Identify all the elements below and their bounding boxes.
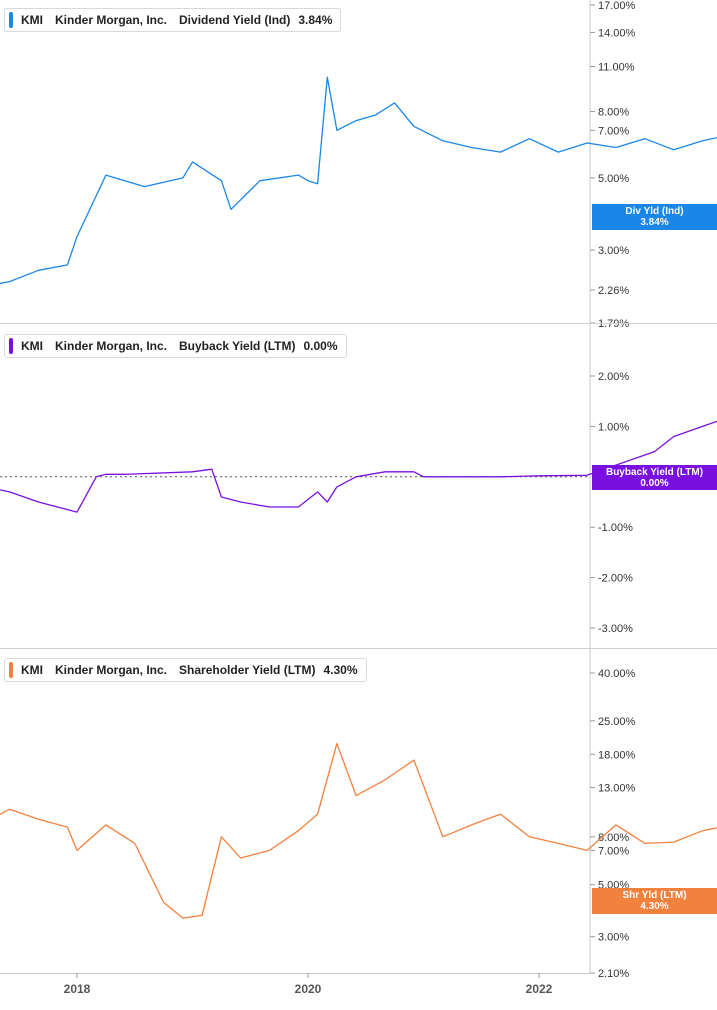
legend-shareholder: KMI Kinder Morgan, Inc. Shareholder Yiel…: [4, 658, 367, 682]
value-tag-dividend: Div Yld (Ind) 3.84%: [592, 204, 717, 230]
legend-symbol: KMI: [21, 339, 43, 353]
legend-company: Kinder Morgan, Inc.: [55, 13, 168, 27]
value-tag-value: 0.00%: [640, 477, 669, 489]
legend-metric: Dividend Yield (Ind): [179, 13, 291, 27]
legend-value: 3.84%: [298, 13, 333, 27]
legend-value: 4.30%: [323, 663, 358, 677]
series-line: [0, 76, 717, 285]
y-tick-label: 7.00%: [598, 845, 629, 857]
x-tick-label: 2018: [64, 982, 91, 996]
y-tick-label: 2.00%: [598, 371, 629, 383]
y-tick-label: 40.00%: [598, 668, 636, 680]
y-tick-label: 11.00%: [598, 61, 635, 73]
x-tick-label: 2022: [526, 982, 553, 996]
legend-metric: Shareholder Yield (LTM): [179, 663, 316, 677]
y-tick-label: 25.00%: [598, 716, 636, 728]
y-tick-label: -1.00%: [598, 522, 633, 534]
legend-company: Kinder Morgan, Inc.: [55, 663, 168, 677]
y-tick-label: -2.00%: [598, 573, 633, 585]
y-tick-label: 18.00%: [598, 749, 636, 761]
y-tick-label: 14.00%: [598, 27, 636, 39]
y-tick-label: 1.00%: [598, 421, 629, 433]
y-tick-label: 2.26%: [598, 285, 629, 297]
x-tick-label: 2020: [295, 982, 322, 996]
legend-metric: Buyback Yield (LTM): [179, 339, 296, 353]
value-tag-label: Shr Yld (LTM): [622, 890, 687, 901]
value-tag-shareholder: Shr Yld (LTM) 4.30%: [592, 888, 717, 914]
y-tick-label: 17.00%: [598, 0, 636, 12]
series-swatch-shareholder: [9, 662, 13, 678]
legend-symbol: KMI: [21, 663, 43, 677]
series-swatch-dividend: [9, 12, 13, 28]
y-tick-label: 3.00%: [598, 932, 629, 944]
y-tick-label: 13.00%: [598, 782, 636, 794]
value-tag-buyback: Buyback Yield (LTM) 0.00%: [592, 465, 717, 490]
legend-dividend: KMI Kinder Morgan, Inc. Dividend Yield (…: [4, 8, 342, 32]
series-swatch-buyback: [9, 338, 13, 354]
legend-buyback: KMI Kinder Morgan, Inc. Buyback Yield (L…: [4, 334, 347, 358]
y-tick-label: 5.00%: [598, 173, 629, 185]
legend-value: 0.00%: [303, 339, 338, 353]
series-line: [0, 742, 717, 919]
y-tick-label: 3.00%: [598, 245, 629, 257]
value-tag-value: 4.30%: [640, 901, 669, 912]
value-tag-value: 3.84%: [640, 217, 669, 228]
y-tick-label: -3.00%: [598, 623, 633, 635]
y-tick-label: 8.00%: [598, 832, 629, 844]
legend-symbol: KMI: [21, 13, 43, 27]
y-tick-label: 2.10%: [598, 968, 629, 980]
series-line: [0, 420, 717, 513]
legend-company: Kinder Morgan, Inc.: [55, 339, 168, 353]
value-tag-label: Buyback Yield (LTM): [605, 466, 704, 478]
y-tick-label: 7.00%: [598, 125, 629, 137]
y-tick-label: 8.00%: [598, 106, 629, 118]
value-tag-label: Div Yld (Ind): [625, 206, 684, 217]
